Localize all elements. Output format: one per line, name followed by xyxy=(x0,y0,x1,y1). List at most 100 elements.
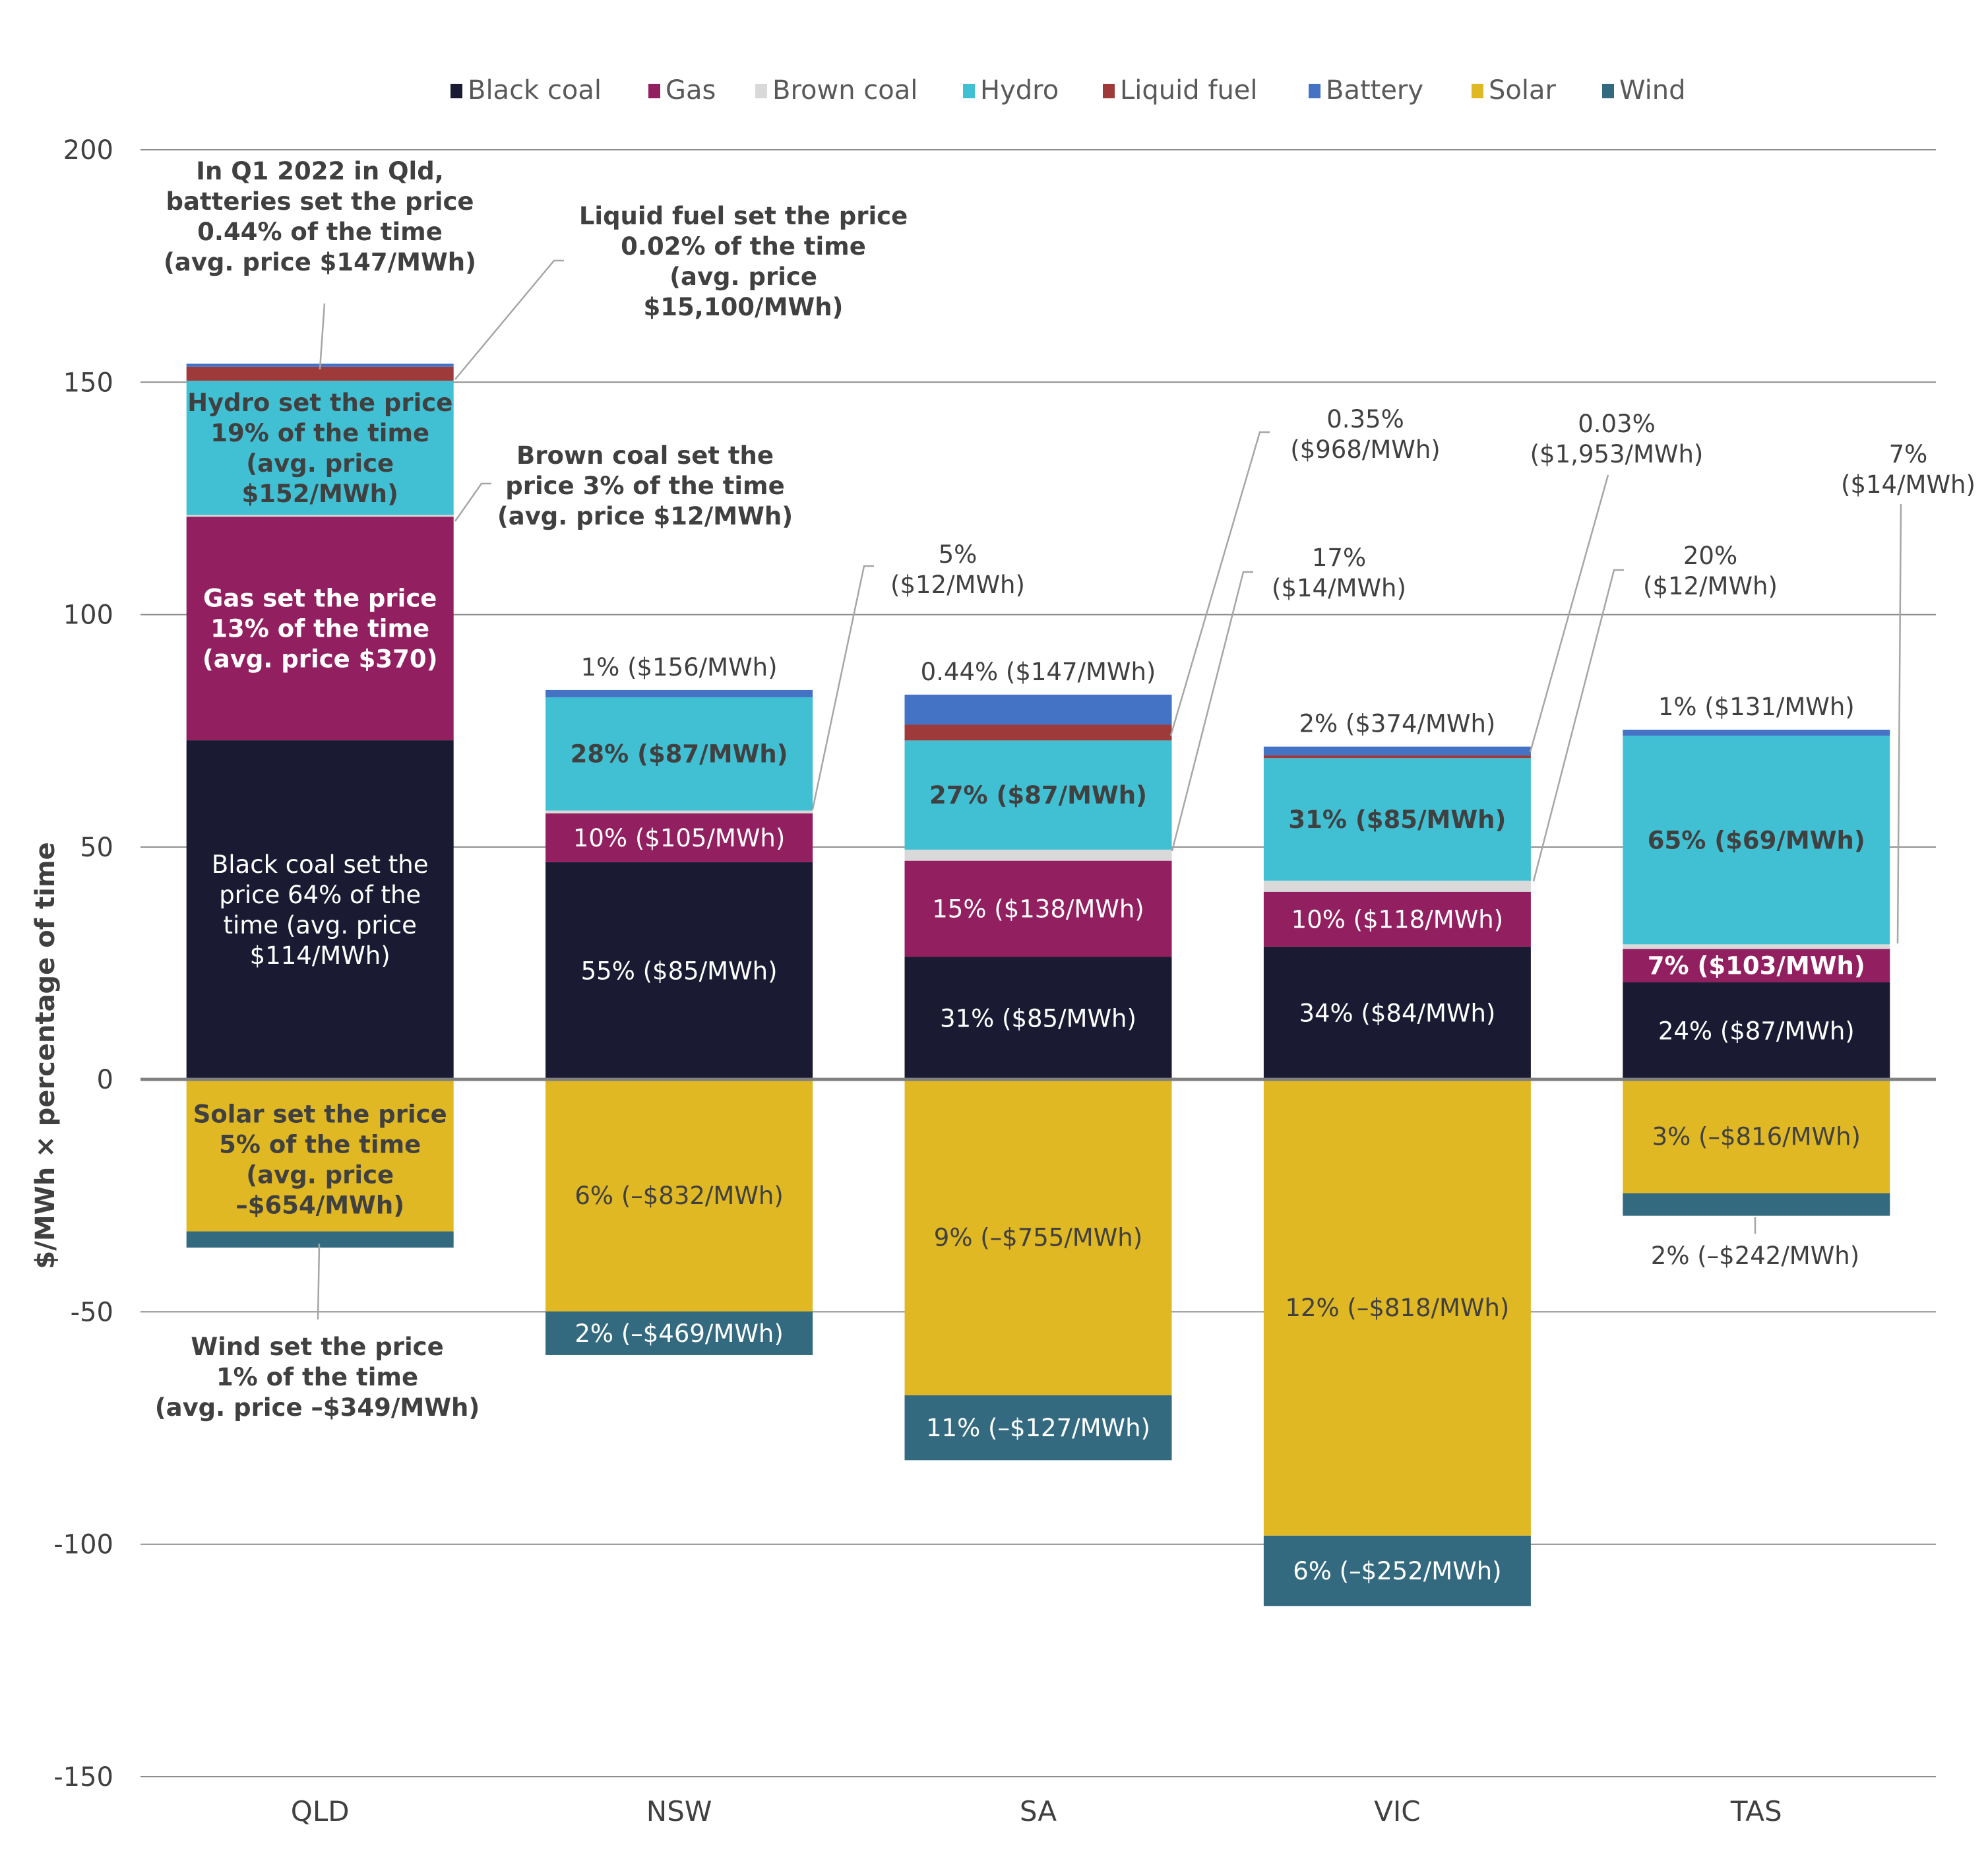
category-labels: QLD NSW SA VIC TAS xyxy=(291,1795,1782,1827)
data-label-qld-hydro: 19% of the time xyxy=(210,419,429,447)
data-label-qld-solar: 5% of the time xyxy=(219,1130,421,1158)
bar-segment-tas-black-coal xyxy=(1623,982,1890,1080)
bar-segment-qld-liquid-fuel xyxy=(186,366,454,381)
y-tick-label: 150 xyxy=(63,367,113,398)
bar-segment-qld-gas xyxy=(186,517,454,741)
annotation-qld-wind: 1% of the time xyxy=(216,1363,418,1391)
data-label-qld-hydro: $152/MWh) xyxy=(242,480,398,508)
legend-label-hydro: Hydro xyxy=(980,75,1059,106)
y-tick-label: 50 xyxy=(80,833,113,863)
legend-swatch-gas xyxy=(648,84,660,98)
legend-swatch-solar xyxy=(1472,84,1483,98)
bar-segment-vic-wind xyxy=(1263,1535,1531,1606)
legend-label-gas: Gas xyxy=(666,75,716,106)
legend-item-gas: Gas xyxy=(648,75,716,106)
annotation-qld-wind: (avg. price –$349/MWh) xyxy=(155,1393,480,1422)
bar-segment-nsw-solar xyxy=(545,1079,813,1312)
data-label-nsw-solar: 6% (–$832/MWh) xyxy=(575,1182,783,1210)
bar-segment-tas-hydro xyxy=(1623,736,1890,945)
data-label-vic-gas: 10% ($118/MWh) xyxy=(1291,905,1503,934)
annotation-sa-liquid-fuel: 0.35% xyxy=(1326,405,1404,433)
bar-segment-nsw-brown-coal xyxy=(545,810,813,813)
legend-swatch-brown-coal xyxy=(755,84,767,98)
data-label-nsw-wind: 2% (–$469/MWh) xyxy=(575,1319,783,1348)
bar-segment-vic-brown-coal xyxy=(1263,880,1531,892)
legend: Black coal Gas Brown coal Hydro Liquid fuel B… xyxy=(450,75,1686,106)
y-axis-label: $/MWh × percentage of time xyxy=(30,842,61,1269)
annotation-qld-liquid-fuel: $15,100/MWh) xyxy=(644,293,844,321)
annotation-sa-liquid-fuel: ($968/MWh) xyxy=(1290,435,1440,464)
legend-item-hydro: Hydro xyxy=(963,75,1059,106)
bar-segment-vic-gas xyxy=(1263,891,1531,947)
legend-swatch-hydro xyxy=(963,84,975,98)
data-label-tas-black-coal: 24% ($87/MWh) xyxy=(1658,1017,1855,1046)
annotation-qld-liquid-fuel: Liquid fuel set the price xyxy=(579,202,908,230)
annotation-tas-wind: 2% (–$242/MWh) xyxy=(1651,1242,1859,1270)
legend-item-liquid-fuel: Liquid fuel xyxy=(1103,75,1258,106)
data-label-vic-wind: 6% (–$252/MWh) xyxy=(1293,1557,1501,1585)
annotation-qld-battery: (avg. price $147/MWh) xyxy=(164,248,476,276)
data-label-qld-black-coal: $114/MWh) xyxy=(250,941,390,970)
legend-item-brown-coal: Brown coal xyxy=(755,75,917,106)
data-label-sa-gas: 15% ($138/MWh) xyxy=(932,895,1144,924)
bar-segment-sa-wind xyxy=(904,1395,1172,1461)
y-tick-label: -100 xyxy=(53,1530,113,1560)
annotation-qld-brown-coal: Brown coal set the xyxy=(516,441,774,470)
annotation-qld-liquid-fuel: 0.02% of the time xyxy=(621,232,866,261)
annotation-qld-liquid-fuel: (avg. price xyxy=(669,263,817,291)
bar-segment-tas-battery xyxy=(1623,730,1890,736)
bar-segment-sa-brown-coal xyxy=(904,849,1172,861)
bar-segment-nsw-battery xyxy=(545,689,813,697)
annotation-vic-liquid-fuel: ($1,953/MWh) xyxy=(1530,440,1704,468)
data-label-qld-solar: –$654/MWh) xyxy=(235,1191,404,1219)
bar-segment-vic-liquid-fuel xyxy=(1263,755,1531,759)
data-label-sa-hydro: 27% ($87/MWh) xyxy=(929,781,1147,809)
annotation-tas-brown-coal: 7% xyxy=(1889,440,1928,468)
annotation-qld-wind: Wind set the price xyxy=(191,1333,443,1361)
category-label-qld: QLD xyxy=(291,1795,350,1827)
legend-label-brown-coal: Brown coal xyxy=(772,75,917,106)
bar-segment-sa-gas xyxy=(904,860,1172,957)
bar-segment-tas-gas xyxy=(1623,949,1890,983)
leader-nsw-brown-coal xyxy=(811,565,874,810)
data-label-qld-black-coal: price 64% of the xyxy=(219,881,421,909)
data-label-qld-gas: 13% of the time xyxy=(210,615,429,643)
y-tick-label: -50 xyxy=(71,1297,113,1327)
bar-segment-vic-hydro xyxy=(1263,758,1531,881)
bar-segment-sa-liquid-fuel xyxy=(904,724,1172,741)
bar-segment-sa-battery xyxy=(904,694,1172,725)
bar-segment-vic-solar xyxy=(1263,1079,1531,1536)
data-label-qld-gas: Gas set the price xyxy=(203,585,437,613)
y-tick-label: 100 xyxy=(63,600,113,631)
category-label-tas: TAS xyxy=(1730,1795,1782,1827)
bar-segment-tas-wind xyxy=(1623,1193,1890,1216)
annotation-nsw-brown-coal: 5% xyxy=(939,540,978,569)
bar-segment-nsw-black-coal xyxy=(545,862,813,1080)
y-axis-ticks: 200 150 100 50 0 -50 -100 -150 xyxy=(53,135,113,1792)
data-label-qld-gas: (avg. price $370) xyxy=(202,645,438,674)
leader-qld-wind xyxy=(317,1243,321,1320)
annotation-tas-brown-coal: ($14/MWh) xyxy=(1841,470,1975,499)
data-label-vic-battery: 2% ($374/MWh) xyxy=(1299,710,1495,738)
data-label-qld-solar: (avg. price xyxy=(246,1160,394,1189)
leader-qld-battery xyxy=(319,303,326,370)
data-label-sa-wind: 11% (–$127/MWh) xyxy=(926,1414,1150,1442)
legend-swatch-wind xyxy=(1602,84,1614,98)
category-label-nsw: NSW xyxy=(646,1795,712,1827)
legend-item-black-coal: Black coal xyxy=(450,75,602,106)
annotation-qld-battery: batteries set the price xyxy=(166,187,474,216)
data-label-vic-solar: 12% (–$818/MWh) xyxy=(1285,1294,1509,1322)
legend-item-wind: Wind xyxy=(1602,75,1686,106)
bar-segment-qld-hydro xyxy=(186,381,454,515)
leader-qld-liquid-fuel xyxy=(454,259,564,380)
data-label-qld-black-coal: Black coal set the xyxy=(212,850,429,879)
annotation-nsw-brown-coal: ($12/MWh) xyxy=(890,571,1025,599)
legend-label-wind: Wind xyxy=(1619,75,1686,106)
annotation-qld-brown-coal: price 3% of the time xyxy=(505,472,784,500)
data-label-vic-black-coal: 34% ($84/MWh) xyxy=(1299,999,1495,1028)
bar-segment-vic-black-coal xyxy=(1263,946,1531,1080)
data-label-sa-solar: 9% (–$755/MWh) xyxy=(934,1224,1142,1252)
data-label-nsw-hydro: 28% ($87/MWh) xyxy=(571,740,788,769)
annotation-qld-battery: In Q1 2022 in Qld, xyxy=(196,157,444,185)
